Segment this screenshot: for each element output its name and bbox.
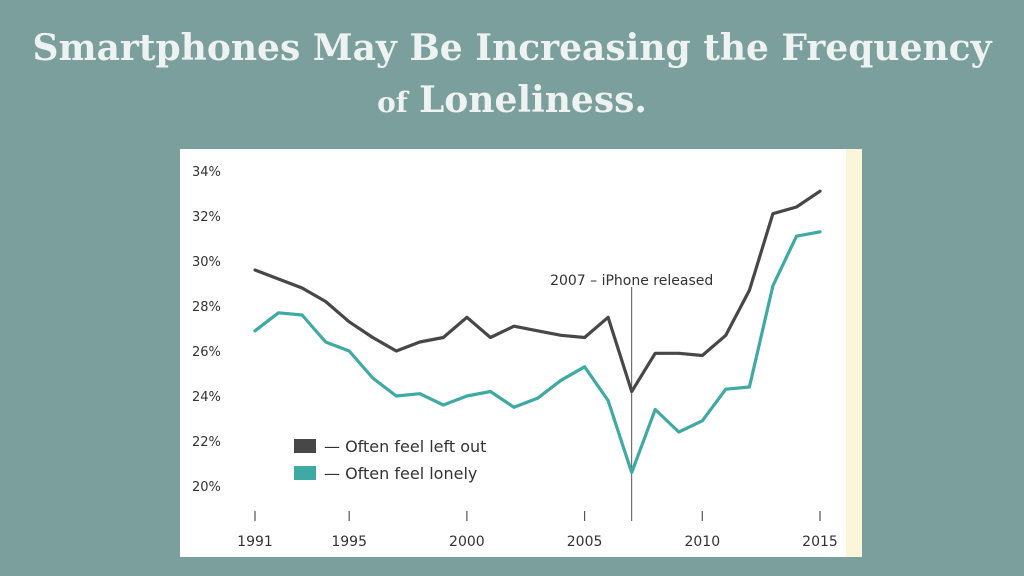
y-tick-label: 22% — [192, 435, 221, 450]
title-line-1: Smartphones May Be Increasing the Freque… — [32, 27, 992, 69]
y-tick-label: 32% — [192, 210, 221, 225]
legend-label-1: — Often feel left out — [324, 437, 486, 456]
y-tick-label: 34% — [192, 165, 221, 180]
legend-swatch-2 — [294, 466, 316, 480]
x-tick-label: 1995 — [331, 534, 367, 550]
series-line-2 — [253, 230, 822, 475]
x-tick-label: 1991 — [237, 534, 273, 550]
legend-swatch-1 — [294, 439, 316, 453]
x-tick-label: 2010 — [684, 534, 720, 550]
title-line-2-prefix: of — [377, 86, 408, 119]
title-line-2-main: Loneliness. — [418, 79, 647, 121]
y-tick-label: 28% — [192, 300, 221, 315]
title-line-2: of Loneliness. — [0, 74, 1024, 129]
y-tick-label: 20% — [192, 480, 221, 495]
x-tick-label: 2000 — [449, 534, 485, 550]
legend-label-2: — Often feel lonely — [324, 464, 477, 483]
loneliness-line-chart: 20% 22% 24% 26% 28% 30% 32% 34% 1991 1995 2000 2005… — [192, 165, 838, 550]
series-line-1 — [253, 189, 822, 394]
y-tick-label: 30% — [192, 255, 221, 270]
x-tick-label: 2015 — [802, 534, 838, 550]
chart-card-edge — [846, 149, 862, 557]
annotation-label: 2007 – iPhone released — [550, 273, 713, 289]
x-tick-label: 2005 — [567, 534, 603, 550]
y-tick-label: 24% — [192, 390, 221, 405]
chart-card: 20% 22% 24% 26% 28% 30% 32% 34% 1991 1995 2000 2005… — [180, 149, 862, 557]
y-tick-label: 26% — [192, 345, 221, 360]
slide-title: Smartphones May Be Increasing the Freque… — [0, 22, 1024, 129]
